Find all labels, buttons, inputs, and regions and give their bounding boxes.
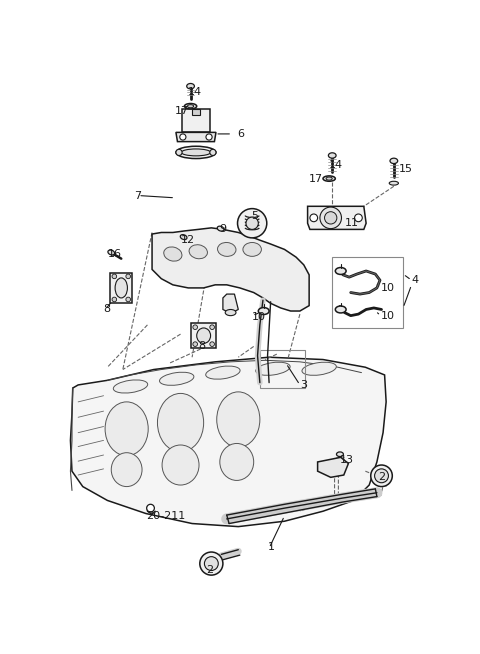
Text: 5: 5 [252, 211, 258, 220]
Ellipse shape [113, 380, 148, 393]
Text: 8: 8 [104, 305, 111, 315]
Circle shape [193, 325, 197, 330]
Circle shape [310, 214, 318, 222]
Text: 16: 16 [108, 249, 121, 259]
Text: 6: 6 [237, 129, 244, 139]
Ellipse shape [115, 278, 127, 298]
Polygon shape [152, 228, 309, 311]
Circle shape [320, 207, 341, 229]
Ellipse shape [389, 181, 398, 185]
Bar [192, 109, 200, 116]
Circle shape [210, 325, 215, 330]
Circle shape [210, 342, 215, 347]
Ellipse shape [162, 445, 199, 485]
Ellipse shape [197, 328, 211, 343]
Text: 17: 17 [309, 173, 323, 184]
Text: 17: 17 [175, 106, 189, 116]
Circle shape [112, 274, 117, 279]
Text: 11: 11 [345, 218, 359, 228]
Ellipse shape [181, 149, 211, 156]
Bar [260, 349, 304, 388]
Text: 8: 8 [198, 341, 205, 351]
Circle shape [180, 134, 186, 140]
Circle shape [210, 149, 216, 156]
Ellipse shape [217, 226, 224, 231]
Polygon shape [223, 294, 238, 313]
Circle shape [355, 214, 362, 222]
Ellipse shape [187, 84, 194, 89]
Polygon shape [71, 357, 386, 526]
Text: 1: 1 [267, 542, 275, 551]
Ellipse shape [217, 243, 236, 256]
Bar [192, 323, 216, 348]
Ellipse shape [258, 307, 269, 315]
Text: 3: 3 [300, 380, 307, 390]
Bar [182, 109, 210, 132]
Ellipse shape [184, 103, 197, 109]
Ellipse shape [371, 465, 392, 487]
Ellipse shape [326, 177, 332, 180]
Text: 20-211: 20-211 [146, 511, 185, 521]
Ellipse shape [328, 153, 336, 158]
Ellipse shape [180, 235, 187, 239]
Text: 9: 9 [219, 224, 226, 233]
Ellipse shape [302, 362, 336, 375]
Text: 12: 12 [180, 235, 195, 245]
Circle shape [193, 342, 197, 347]
Text: 10: 10 [381, 283, 395, 293]
Polygon shape [318, 457, 348, 477]
Circle shape [112, 297, 117, 301]
Circle shape [238, 209, 267, 238]
Ellipse shape [189, 245, 207, 259]
Ellipse shape [243, 243, 262, 256]
Ellipse shape [390, 158, 398, 164]
Ellipse shape [200, 552, 223, 575]
Text: 4: 4 [411, 275, 419, 285]
Ellipse shape [336, 267, 346, 275]
Circle shape [126, 297, 131, 301]
Ellipse shape [157, 394, 204, 452]
Text: 14: 14 [188, 88, 203, 97]
Ellipse shape [188, 105, 193, 108]
Circle shape [206, 134, 212, 140]
Text: 14: 14 [329, 160, 343, 170]
Ellipse shape [256, 362, 290, 375]
Circle shape [324, 212, 337, 224]
Text: 2: 2 [378, 472, 385, 483]
Text: 13: 13 [340, 455, 354, 464]
Circle shape [246, 217, 258, 230]
Circle shape [126, 274, 131, 279]
Circle shape [176, 149, 182, 156]
Polygon shape [308, 206, 366, 230]
Polygon shape [176, 132, 216, 142]
Text: 7: 7 [134, 190, 142, 201]
Ellipse shape [206, 366, 240, 379]
Polygon shape [110, 273, 132, 303]
Ellipse shape [220, 443, 254, 481]
Text: 2: 2 [206, 565, 213, 575]
Ellipse shape [108, 250, 115, 255]
Ellipse shape [323, 176, 336, 181]
Ellipse shape [225, 309, 236, 316]
Ellipse shape [176, 146, 216, 158]
Text: 10: 10 [381, 311, 395, 320]
Circle shape [147, 504, 155, 512]
Ellipse shape [336, 306, 346, 313]
Bar [332, 257, 403, 328]
Text: 15: 15 [398, 164, 412, 175]
Ellipse shape [217, 392, 260, 447]
Text: 10: 10 [252, 312, 266, 322]
Ellipse shape [159, 372, 194, 385]
Ellipse shape [374, 469, 388, 483]
Ellipse shape [336, 452, 343, 456]
Ellipse shape [111, 453, 142, 487]
Ellipse shape [204, 557, 218, 570]
Ellipse shape [105, 402, 148, 456]
Ellipse shape [164, 247, 182, 261]
